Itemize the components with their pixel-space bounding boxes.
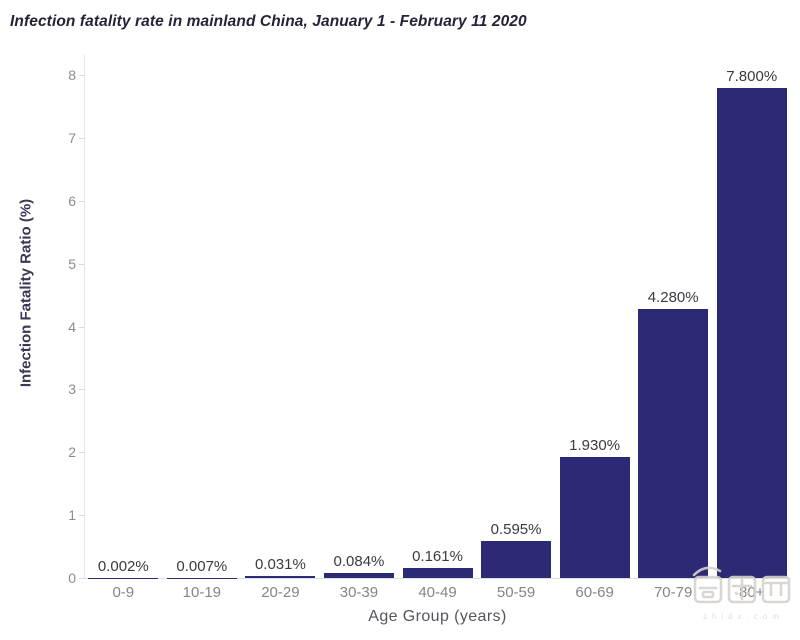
x-tick-label: 20-29: [261, 584, 300, 601]
plot-area: 0.002% 0.007% 0.031% 0.084% 0.161% 0.595% 1.93…: [84, 68, 791, 578]
y-tick-mark: [79, 137, 84, 139]
y-tick-label: 3: [68, 381, 76, 398]
y-tick-label: 6: [68, 192, 76, 209]
bar-50-59: [481, 540, 552, 578]
y-tick-mark: [79, 326, 84, 328]
y-tick-label: 0: [68, 570, 76, 586]
bar-60-69: [559, 456, 630, 578]
y-tick-mark: [79, 263, 84, 265]
x-axis-tick-labels: 0-9 10-19 20-29 30-39 40-49 50-59 60-69 70-79 80…: [84, 584, 791, 602]
bar-value-label: 0.031%: [254, 556, 306, 574]
y-tick-label: 4: [68, 318, 76, 335]
x-tick-label: 70-79: [653, 584, 693, 601]
y-tick-mark: [79, 75, 84, 76]
x-tick-label: 0-9: [112, 584, 135, 601]
y-tick-mark: [79, 515, 84, 517]
y-tick-mark: [79, 452, 84, 454]
bar-value-label: 7.800%: [726, 67, 778, 85]
bar-30-39: [323, 572, 394, 578]
y-tick-mark: [79, 578, 84, 579]
bar-value-label: 0.002%: [97, 557, 149, 575]
y-tick-label: 8: [68, 67, 76, 83]
y-tick-mark: [79, 200, 84, 202]
bar-value-label: 0.161%: [412, 547, 463, 565]
bar-20-29: [245, 576, 316, 578]
y-tick-label: 1: [68, 507, 76, 524]
x-tick-label: 80+: [738, 584, 765, 601]
y-axis-line: [84, 55, 85, 578]
x-tick-label: 30-39: [339, 584, 379, 601]
bar-value-label: 4.280%: [647, 288, 699, 306]
chart-title: Infection fatality rate in mainland Chin…: [10, 13, 527, 30]
x-tick-label: 50-59: [496, 584, 536, 601]
y-tick-label: 2: [68, 444, 76, 461]
bar-40-49: [402, 567, 473, 578]
y-tick-mark: [79, 389, 84, 391]
x-tick-label: 10-19: [182, 584, 222, 601]
y-axis-tick-marks: [79, 75, 84, 579]
bar-value-label: 1.930%: [569, 436, 621, 454]
x-tick-label: 60-69: [575, 584, 614, 601]
y-axis-tick-labels: 0 1 2 3 4 5 6 7 8: [0, 67, 76, 586]
bar-value-label: 0.084%: [333, 552, 385, 570]
y-tick-label: 5: [68, 255, 76, 272]
bar-70-79: [638, 308, 709, 578]
bar-value-label: 0.007%: [176, 557, 228, 575]
y-tick-label: 7: [68, 129, 76, 146]
x-axis-title: Age Group (years): [368, 608, 507, 625]
bar-80+: [716, 87, 787, 578]
bar-value-label: 0.595%: [490, 520, 542, 538]
x-tick-label: 40-49: [418, 584, 457, 601]
x-axis-line: [84, 578, 791, 579]
